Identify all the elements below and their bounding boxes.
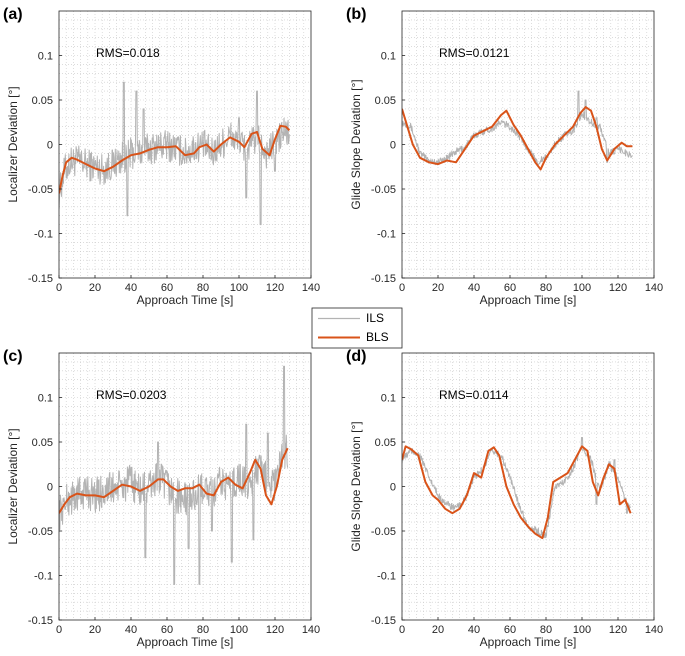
y-axis-label: Localizer Deviation [°] <box>6 428 20 544</box>
x-tick-label: 60 <box>161 624 173 636</box>
x-tick-label: 120 <box>609 282 627 294</box>
x-tick-label: 20 <box>89 624 101 636</box>
y-tick-label: 0.05 <box>375 437 396 449</box>
y-tick-label: -0.1 <box>34 229 53 241</box>
x-tick-label: 100 <box>230 624 248 636</box>
x-tick-label: 20 <box>89 282 101 294</box>
series-line-ils <box>402 90 633 166</box>
series-line-bls <box>402 445 632 540</box>
legend-entry-bls: BLS <box>366 330 389 344</box>
x-tick-label: 20 <box>432 624 444 636</box>
y-tick-label: -0.15 <box>371 615 396 627</box>
y-tick-label: -0.1 <box>34 571 53 583</box>
series-line-ils <box>402 437 631 539</box>
series-line-bls <box>402 106 633 171</box>
x-tick-label: 80 <box>197 282 209 294</box>
legend: ILS BLS <box>311 307 403 349</box>
x-tick-label: 140 <box>645 624 663 636</box>
panel-label: (d) <box>346 348 366 365</box>
y-tick-label: -0.15 <box>371 273 396 285</box>
y-axis-label: Glide Slope Deviation [°] <box>349 421 363 551</box>
chart-panel-3: 0 20 40 60 80 100 120 140 -0.15 -0.1 -0.05 0 0.05 0.1… <box>3 348 320 649</box>
y-tick-label: -0.15 <box>28 615 53 627</box>
y-tick-label: 0 <box>390 140 396 152</box>
x-tick-label: 0 <box>399 624 405 636</box>
x-tick-label: 20 <box>432 282 444 294</box>
y-axis-label: Glide Slope Deviation [°] <box>349 79 363 209</box>
y-tick-label: -0.1 <box>377 571 396 583</box>
panel-label: (a) <box>3 6 23 23</box>
x-tick-label: 0 <box>56 282 62 294</box>
x-tick-label: 60 <box>504 624 516 636</box>
series-line-ils <box>59 365 289 585</box>
rms-annotation: RMS=0.018 <box>96 46 160 60</box>
y-tick-label: 0.1 <box>38 51 53 63</box>
chart-panel-4: 0 20 40 60 80 100 120 140 -0.15 -0.1 -0.05 0 0.05 0.1… <box>346 348 663 649</box>
y-tick-label: 0 <box>47 482 53 494</box>
x-tick-label: 120 <box>266 282 284 294</box>
y-tick-label: 0.05 <box>32 437 53 449</box>
y-tick-label: -0.15 <box>28 273 53 285</box>
rms-annotation: RMS=0.0203 <box>96 388 167 402</box>
x-tick-label: 120 <box>266 624 284 636</box>
x-tick-label: 40 <box>125 282 137 294</box>
rms-annotation: RMS=0.0114 <box>439 388 509 402</box>
y-tick-label: 0.05 <box>32 95 53 107</box>
x-tick-label: 120 <box>609 624 627 636</box>
x-tick-label: 40 <box>468 624 480 636</box>
x-tick-label: 140 <box>302 624 320 636</box>
x-tick-label: 40 <box>125 624 137 636</box>
x-tick-label: 100 <box>573 282 591 294</box>
x-tick-label: 80 <box>540 282 552 294</box>
y-tick-label: 0 <box>47 140 53 152</box>
series-line-bls <box>59 124 291 194</box>
x-tick-label: 60 <box>504 282 516 294</box>
y-tick-label: -0.05 <box>28 526 53 538</box>
x-tick-label: 0 <box>399 282 405 294</box>
y-tick-label: 0 <box>390 482 396 494</box>
y-tick-label: -0.05 <box>28 184 53 196</box>
y-tick-label: 0.1 <box>381 393 396 405</box>
x-axis-label: Approach Time [s] <box>137 635 234 649</box>
x-axis-label: Approach Time [s] <box>137 293 234 307</box>
x-tick-label: 140 <box>645 282 663 294</box>
y-tick-label: 0.05 <box>375 95 396 107</box>
y-tick-label: 0.1 <box>38 393 53 405</box>
legend-entry-ils: ILS <box>366 311 384 325</box>
chart-panel-2: 0 20 40 60 80 100 120 140 -0.15 -0.1 -0.05 0 0.05 0.1… <box>346 6 663 307</box>
y-tick-label: -0.05 <box>371 184 396 196</box>
legend-box <box>311 307 403 349</box>
chart-panel-1: 0 20 40 60 80 100 120 140 -0.15 -0.1 -0.05 0 0.05 0.1… <box>3 6 320 307</box>
x-axis-label: Approach Time [s] <box>480 635 577 649</box>
y-tick-label: -0.05 <box>371 526 396 538</box>
x-tick-label: 80 <box>197 624 209 636</box>
x-tick-label: 140 <box>302 282 320 294</box>
series-line-bls <box>59 447 289 514</box>
x-tick-label: 40 <box>468 282 480 294</box>
rms-annotation: RMS=0.0121 <box>439 46 510 60</box>
x-tick-label: 100 <box>230 282 248 294</box>
x-tick-label: 0 <box>56 624 62 636</box>
x-tick-label: 100 <box>573 624 591 636</box>
x-tick-label: 80 <box>540 624 552 636</box>
x-tick-label: 60 <box>161 282 173 294</box>
y-tick-label: 0.1 <box>381 51 396 63</box>
y-axis-label: Localizer Deviation [°] <box>6 86 20 202</box>
x-axis-label: Approach Time [s] <box>480 293 577 307</box>
panel-label: (c) <box>3 348 23 365</box>
panel-label: (b) <box>346 6 366 23</box>
y-tick-label: -0.1 <box>377 229 396 241</box>
